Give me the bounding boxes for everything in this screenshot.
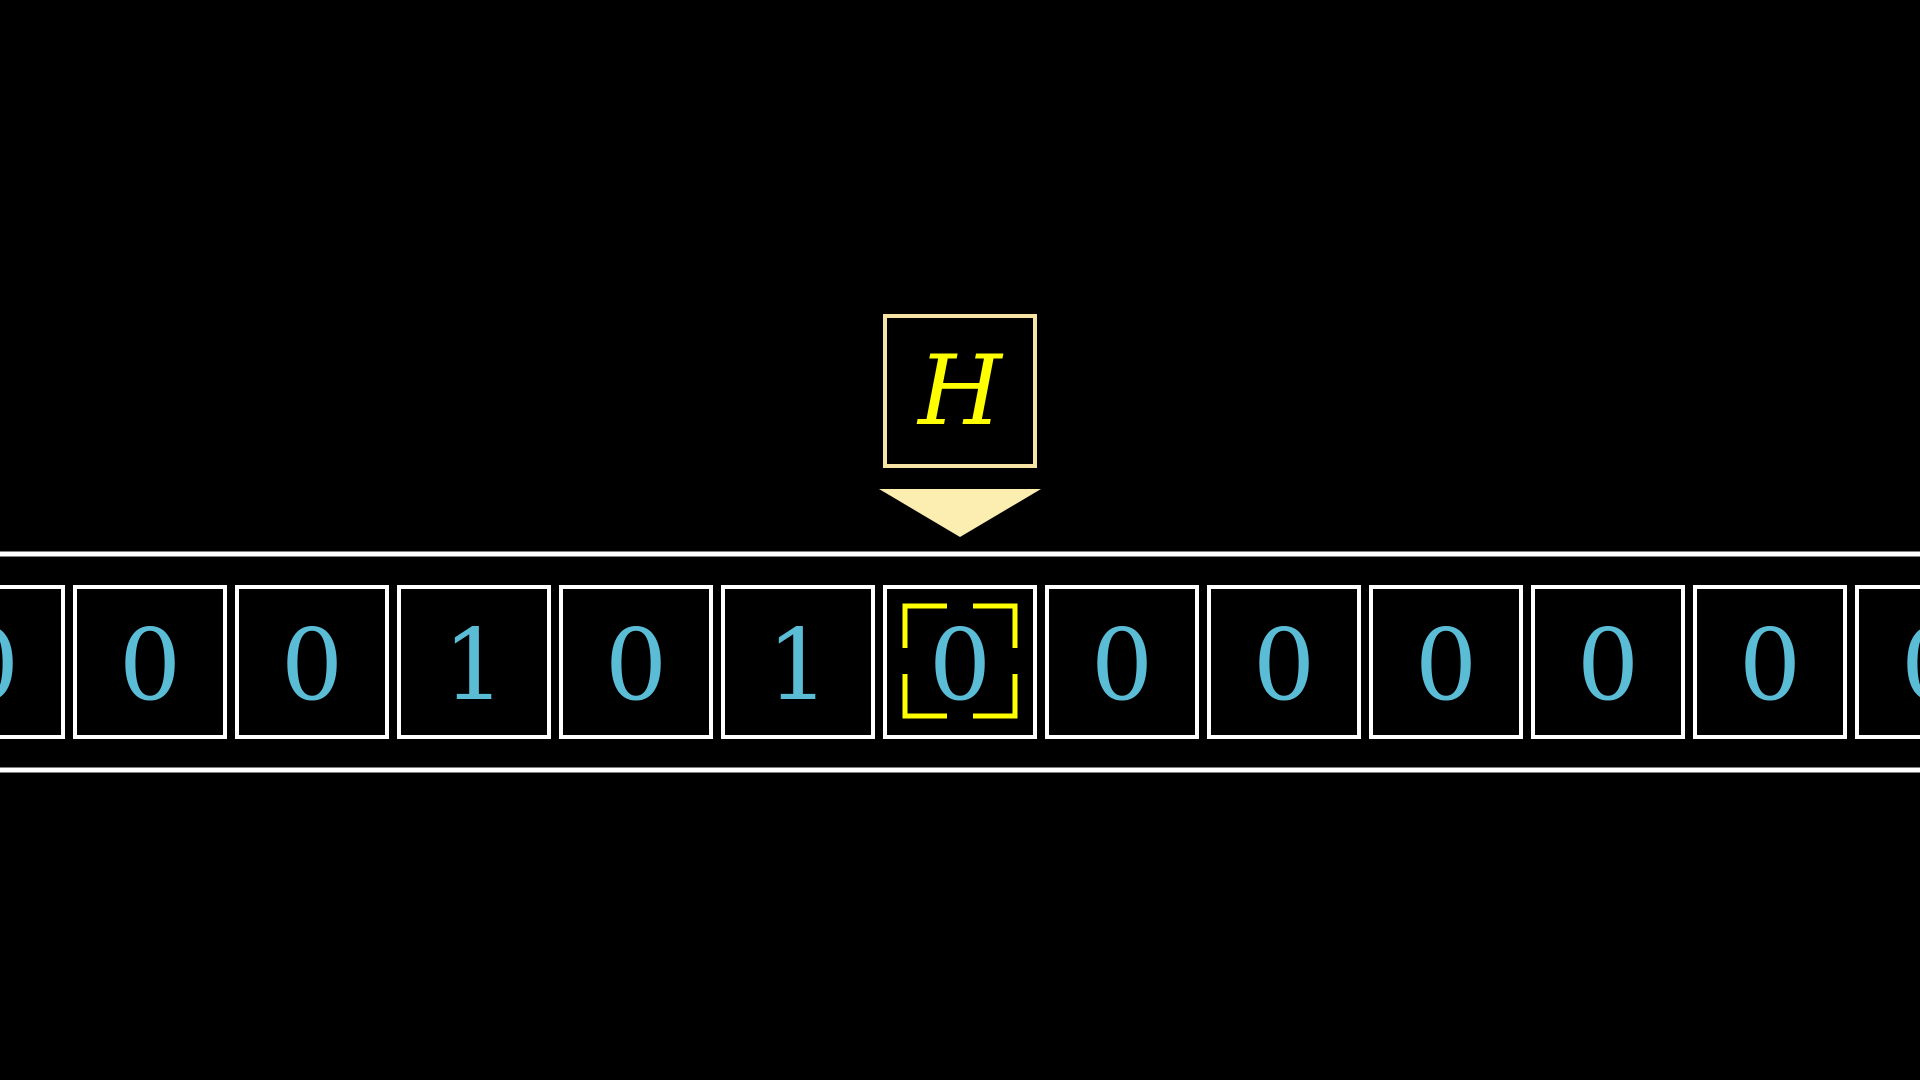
tape-cell-box: [0, 585, 65, 739]
head-box: [883, 314, 1037, 468]
tape-cell-box: [397, 585, 551, 739]
tape-cell-symbol: 0: [1253, 609, 1315, 723]
tape-cell-symbol: 0: [1577, 609, 1639, 723]
head-symbol: H: [916, 335, 1004, 447]
tape-cell: 0: [0, 585, 65, 739]
tape-cell-box: [1855, 585, 1920, 739]
tape-cell-box: [1531, 585, 1685, 739]
tape-cell-symbol: 1: [443, 609, 505, 723]
tape-cell-symbol: 0: [119, 609, 181, 723]
tape-cell-box: [721, 585, 875, 739]
tape-cell-box: [1369, 585, 1523, 739]
tape-cell: 0: [1531, 585, 1685, 739]
tape-cell: 0: [1855, 585, 1920, 739]
tape-cell: 0: [73, 585, 227, 739]
tape-cell: 1: [397, 585, 551, 739]
tape-cell-symbol: 0: [929, 609, 991, 723]
tape-cell-symbol: 0: [1415, 609, 1477, 723]
bracket-bottom-right: [973, 674, 1018, 719]
tape-cell-box: [235, 585, 389, 739]
tape-cells: 0001010000000: [0, 585, 1920, 739]
tape-cell-box: [1207, 585, 1361, 739]
bracket-top-left: [902, 603, 947, 648]
bracket-bottom-left: [902, 674, 947, 719]
current-cell-highlight: [902, 603, 1018, 719]
tape-cell: 0: [559, 585, 713, 739]
tape-cell-symbol: 0: [605, 609, 667, 723]
tape-cell: 0: [1369, 585, 1523, 739]
tape-cell: 1: [721, 585, 875, 739]
head: H: [879, 314, 1041, 537]
tape-cell-symbol: 1: [767, 609, 829, 723]
tape-cell: 0: [883, 585, 1037, 739]
tape-cell-box: [883, 585, 1037, 739]
tape-cell: 0: [1045, 585, 1199, 739]
head-pointer-triangle: [879, 489, 1041, 537]
tape-cell-box: [1045, 585, 1199, 739]
tape-cell-symbol: 0: [1739, 609, 1801, 723]
tape-cell: 0: [1693, 585, 1847, 739]
tape-cell-box: [559, 585, 713, 739]
bracket-top-right: [973, 603, 1018, 648]
tape-cell-box: [1693, 585, 1847, 739]
tape-cell-symbol: 0: [1901, 609, 1920, 723]
tape-cell: 0: [1207, 585, 1361, 739]
tape-cell-symbol: 0: [281, 609, 343, 723]
tape-cell: 0: [235, 585, 389, 739]
tape-cell-symbol: 0: [0, 609, 19, 723]
tape-cell-box: [73, 585, 227, 739]
tape-cell-symbol: 0: [1091, 609, 1153, 723]
